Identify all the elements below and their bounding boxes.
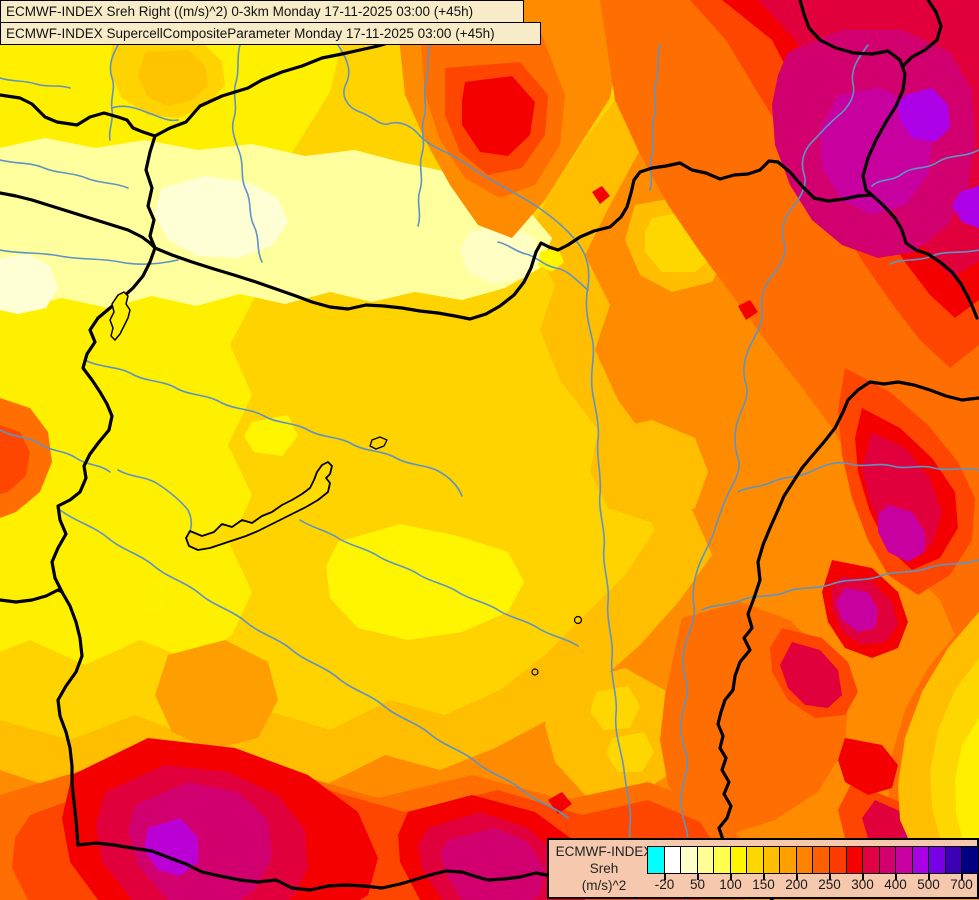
tick-label: -20 bbox=[654, 877, 675, 892]
legend-title: ECMWF-INDEX bbox=[555, 844, 653, 859]
lake-velence bbox=[369, 436, 388, 450]
color-swatch bbox=[813, 847, 831, 873]
color-swatch bbox=[796, 847, 814, 873]
tick-mark bbox=[795, 873, 798, 880]
small-lake bbox=[573, 615, 583, 625]
tick-label: 700 bbox=[950, 877, 973, 892]
color-swatch bbox=[747, 847, 764, 873]
legend-parameter: Sreh bbox=[589, 861, 619, 876]
tick-mark bbox=[663, 873, 666, 880]
color-scale-legend: ECMWF-INDEX Sreh (m/s)^2 -20 50 100 150 200 2… bbox=[547, 838, 979, 899]
tick-label: 500 bbox=[917, 877, 940, 892]
tick-label: 50 bbox=[689, 877, 706, 892]
lake-balaton bbox=[185, 461, 333, 551]
tick-label: 300 bbox=[851, 877, 874, 892]
color-swatch bbox=[681, 847, 698, 873]
tick-label: 250 bbox=[818, 877, 841, 892]
color-swatch bbox=[863, 847, 880, 873]
map-title-line2: ECMWF-INDEX SupercellCompositeParameter … bbox=[0, 22, 541, 45]
tick-mark bbox=[762, 873, 765, 880]
tick-label: 150 bbox=[752, 877, 775, 892]
lake-ferto bbox=[109, 291, 131, 341]
legend-info: ECMWF-INDEX Sreh (m/s)^2 bbox=[553, 843, 655, 894]
color-swatch bbox=[648, 847, 665, 873]
color-swatch bbox=[945, 847, 963, 873]
color-swatch bbox=[763, 847, 781, 873]
color-swatch bbox=[697, 847, 715, 873]
title-text-1: ECMWF-INDEX Sreh Right ((m/s)^2) 0-3km M… bbox=[6, 4, 474, 19]
title-text-2: ECMWF-INDEX SupercellCompositeParameter … bbox=[6, 26, 495, 41]
color-swatch bbox=[830, 847, 847, 873]
color-swatch bbox=[664, 847, 682, 873]
color-swatch bbox=[912, 847, 930, 873]
tick-mark bbox=[927, 873, 930, 880]
color-scale-bar bbox=[647, 846, 979, 874]
rivers bbox=[0, 44, 979, 900]
tick-label: 400 bbox=[884, 877, 907, 892]
map-title-line1: ECMWF-INDEX Sreh Right ((m/s)^2) 0-3km M… bbox=[0, 0, 524, 23]
color-swatch bbox=[730, 847, 748, 873]
tick-label: 100 bbox=[719, 877, 742, 892]
legend-units: (m/s)^2 bbox=[581, 878, 627, 893]
tick-label: 200 bbox=[785, 877, 808, 892]
color-swatch bbox=[780, 847, 797, 873]
color-swatch bbox=[929, 847, 946, 873]
tick-mark bbox=[861, 873, 864, 880]
color-swatch bbox=[879, 847, 897, 873]
tick-mark bbox=[960, 873, 963, 880]
tick-mark bbox=[828, 873, 831, 880]
color-swatch bbox=[714, 847, 731, 873]
tick-mark bbox=[894, 873, 897, 880]
tick-mark bbox=[696, 873, 699, 880]
small-lake bbox=[531, 668, 539, 676]
tick-mark bbox=[729, 873, 732, 880]
color-swatch bbox=[846, 847, 864, 873]
color-swatch bbox=[896, 847, 913, 873]
color-swatch bbox=[962, 847, 978, 873]
